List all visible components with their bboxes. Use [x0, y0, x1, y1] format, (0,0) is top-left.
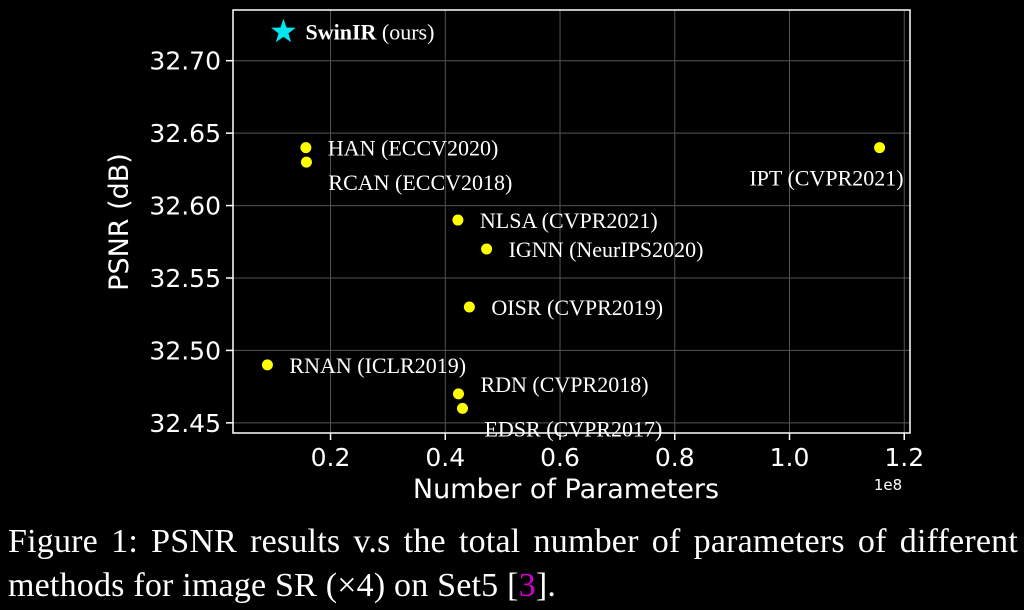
scatter-chart: 0.2 0.4 0.6 0.8 1.0 1.2 32.4532.5032.5532.603… [104, 9, 924, 505]
point-label: RCAN (ECCV2018) [328, 170, 512, 195]
y-axis-label: PSNR (dB) [104, 153, 135, 291]
data-point [874, 142, 886, 154]
point-label: RDN (CVPR2018) [480, 372, 648, 397]
caption-text: Figure 1: PSNR results v.s the total num… [8, 523, 1018, 604]
caption-suffix: ]. [535, 567, 557, 604]
point-label: HAN (ECCV2020) [328, 136, 499, 161]
point-label: RNAN (ICLR2019) [289, 353, 466, 378]
point-label: OISR (CVPR2019) [491, 295, 663, 320]
data-point [456, 402, 468, 414]
grid [233, 10, 910, 433]
x-tick-label: 0.6 [540, 443, 580, 472]
data-points: SwinIR (ours) HAN (ECCV2020) RCAN (ECCV201… [261, 18, 904, 441]
data-point [481, 243, 493, 255]
data-point [261, 359, 273, 371]
y-tick-label: 32.65 [149, 119, 221, 148]
point-label: SwinIR (ours) [305, 20, 434, 45]
x-axis-label: Number of Parameters [413, 474, 719, 505]
data-point [300, 156, 312, 168]
data-point [452, 388, 464, 400]
y-tick-label: 32.50 [149, 336, 221, 365]
x-tick-label: 0.4 [425, 443, 465, 472]
x-axis-ticks: 0.2 0.4 0.6 0.8 1.0 1.2 [311, 433, 924, 472]
figure-caption: Figure 1: PSNR results v.s the total num… [8, 520, 1018, 608]
point-label-bold: SwinIR [305, 20, 377, 45]
x-tick-label: 0.8 [655, 443, 695, 472]
y-tick-label: 32.70 [149, 47, 221, 76]
x-tick-label: 0.2 [311, 443, 351, 472]
plot-frame [232, 9, 911, 434]
data-point [452, 214, 464, 226]
data-point [463, 301, 475, 313]
y-tick-label: 32.60 [149, 192, 221, 221]
x-tick-label: 1.0 [770, 443, 810, 472]
citation-link[interactable]: 3 [518, 567, 536, 604]
point-label: IGNN (NeurIPS2020) [509, 237, 704, 262]
point-label: NLSA (CVPR2021) [480, 208, 658, 233]
data-point [300, 142, 312, 154]
star-marker [271, 18, 296, 43]
x-tick-label: 1.2 [884, 443, 924, 472]
point-label: EDSR (CVPR2017) [484, 416, 662, 441]
x-axis-multiplier: 1e8 [874, 476, 902, 494]
y-tick-label: 32.45 [149, 409, 221, 438]
y-axis-ticks: 32.45 32.50 32.55 32.60 32.65 32.70 [149, 47, 233, 438]
point-label: IPT (CVPR2021) [749, 166, 903, 191]
y-tick-label: 32.55 [149, 264, 221, 293]
